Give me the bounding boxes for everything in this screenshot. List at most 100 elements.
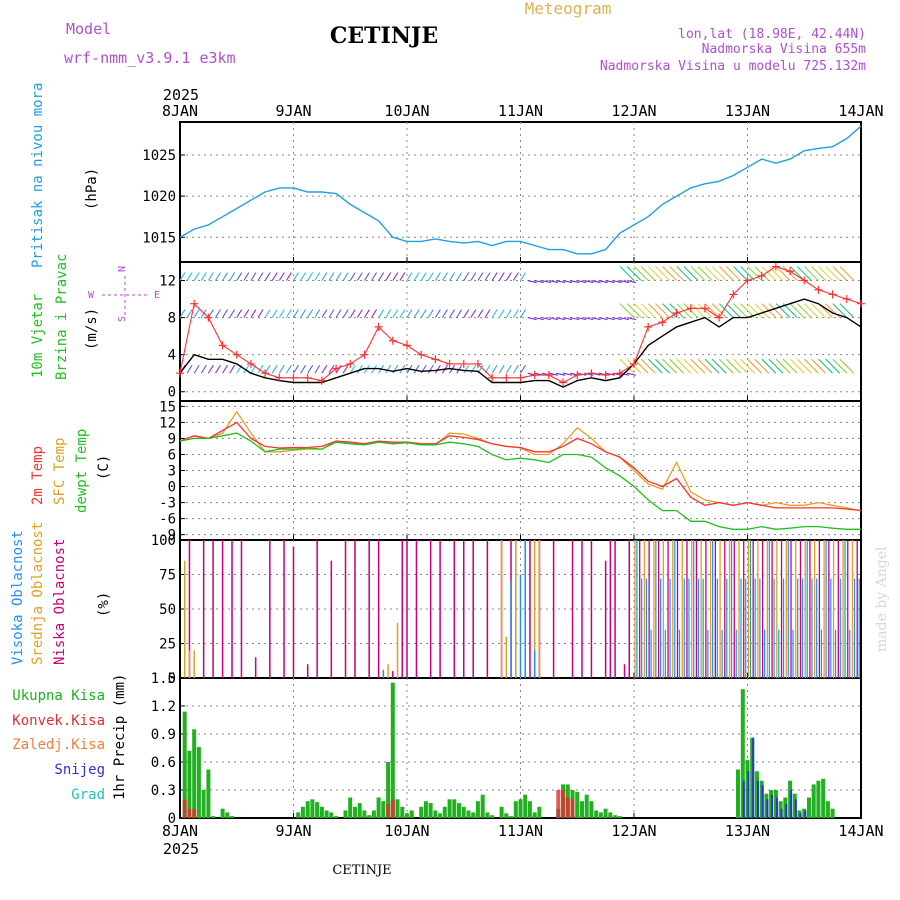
precip-legend-3: Snijeg xyxy=(54,762,105,778)
wind-barb xyxy=(215,309,221,318)
wind-barb xyxy=(825,358,841,374)
precip-legend-4: Grad xyxy=(71,787,105,803)
precip-bar xyxy=(485,812,490,818)
precip-bar xyxy=(752,737,755,818)
precip-bar xyxy=(761,785,764,818)
wind-barb xyxy=(647,358,663,374)
wind-barb xyxy=(527,279,537,284)
cloud-ylabel: (%) xyxy=(96,592,112,617)
wind-barb xyxy=(832,358,848,374)
wind-barb xyxy=(570,317,580,321)
x-tick-label-top: 13JAN xyxy=(725,102,770,120)
precip-bar xyxy=(617,816,622,818)
x-tick-label-top: 11JAN xyxy=(498,102,543,120)
wind-barb xyxy=(442,309,448,318)
wind-barb xyxy=(243,309,250,318)
precip-bar xyxy=(565,797,570,818)
gust-marker xyxy=(232,350,241,359)
wind-barb xyxy=(804,266,819,281)
wind-barb xyxy=(818,266,834,281)
wind-barb xyxy=(612,279,622,284)
cloud-legend-mid: Srednja Oblacnost xyxy=(30,522,46,665)
wind-barb xyxy=(200,364,207,374)
wind-barb xyxy=(321,272,328,281)
gust-marker xyxy=(488,373,497,382)
wind-barb xyxy=(307,272,314,281)
wind-barb xyxy=(832,303,848,318)
y-tick-label: 1.5 xyxy=(151,671,176,687)
wind-barb xyxy=(413,364,420,374)
precip-bar xyxy=(334,816,339,818)
wind-barb xyxy=(796,358,812,374)
precip-bar xyxy=(598,812,603,818)
wind-barb xyxy=(399,272,406,281)
precip-bar xyxy=(357,803,362,818)
precip-bar xyxy=(780,808,783,818)
gust-marker xyxy=(218,341,227,350)
wind-barb xyxy=(711,358,727,374)
wind-barb xyxy=(363,272,370,281)
gust-marker xyxy=(601,371,610,380)
precip-legend-0: Ukupna Kisa xyxy=(12,688,105,704)
wind-barb xyxy=(470,364,477,374)
wind-barb xyxy=(392,272,399,281)
wind-barb xyxy=(555,372,566,376)
cloud-legend-high: Visoka Oblacnost xyxy=(10,530,26,665)
wind-barb xyxy=(463,364,470,374)
wind-barb xyxy=(236,272,243,281)
wind-barb xyxy=(491,272,498,281)
wind-barb xyxy=(229,272,236,281)
wind-barb xyxy=(285,272,292,281)
y-tick-label: 4 xyxy=(168,348,176,364)
wind-barb xyxy=(293,364,299,374)
gust-marker xyxy=(204,313,213,322)
precip-bar xyxy=(580,801,584,818)
gust-marker xyxy=(360,350,369,359)
gust-marker xyxy=(771,262,780,271)
wind-barb xyxy=(534,279,544,284)
gust-marker xyxy=(403,341,411,350)
wind-barb xyxy=(491,364,498,374)
wind-barb xyxy=(768,358,784,374)
gust-marker xyxy=(700,304,709,313)
wind-barb xyxy=(420,309,427,318)
precip-bar xyxy=(220,808,225,818)
gust-marker xyxy=(630,359,638,368)
wind-barb xyxy=(839,303,855,318)
precip-bar xyxy=(442,806,447,818)
wind-barb xyxy=(704,266,720,281)
compass-w: W xyxy=(88,290,95,301)
y-tick-label: -9 xyxy=(159,528,176,544)
wind-barb xyxy=(328,364,335,374)
gust-marker xyxy=(757,271,766,280)
wind-barb xyxy=(413,309,420,318)
wind-barb xyxy=(789,358,805,374)
wind-barb xyxy=(768,266,784,281)
precip-bar xyxy=(400,806,405,818)
wind-barb xyxy=(520,364,526,374)
wind-barb xyxy=(555,279,566,284)
x-tick-label-top: 12JAN xyxy=(611,102,656,120)
wind-barb xyxy=(718,358,734,374)
wind-barb xyxy=(662,266,677,281)
wind-barb xyxy=(427,309,434,318)
precip-bar xyxy=(821,778,826,818)
wind-barb xyxy=(385,364,392,374)
precip-bar xyxy=(523,794,528,818)
wind-title-2: Brzina i Pravac xyxy=(54,254,70,380)
wind-barb xyxy=(562,317,573,321)
wind-barb xyxy=(406,309,413,318)
precip-bar xyxy=(206,769,211,818)
wind-barb xyxy=(676,266,692,281)
precip-bar xyxy=(371,810,376,818)
x-tick-label-top: 14JAN xyxy=(838,102,883,120)
wind-barb xyxy=(264,272,271,281)
product-title: Meteogram xyxy=(525,0,612,18)
wind-barb xyxy=(335,309,342,318)
wind-barb xyxy=(839,358,855,374)
precip-bar xyxy=(182,711,187,818)
precip-bar xyxy=(471,812,476,818)
wind-barb xyxy=(605,279,615,284)
wind-barb xyxy=(307,309,314,318)
